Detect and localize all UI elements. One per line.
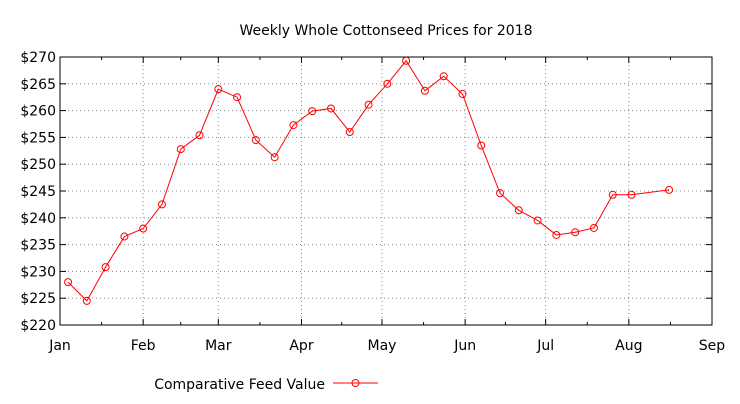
data-point xyxy=(496,189,505,198)
y-tick-label: $240 xyxy=(20,211,56,227)
data-point xyxy=(402,56,411,65)
data-point xyxy=(157,200,166,209)
y-tick-label: $250 xyxy=(20,157,56,173)
data-point xyxy=(627,190,636,199)
data-point xyxy=(176,145,185,154)
data-point xyxy=(514,206,523,215)
axes: $220 $225 $230 $235 $240 $245 $250 $255 $260 $265… xyxy=(20,50,725,354)
legend: Comparative Feed Value xyxy=(154,377,378,393)
plot-frame xyxy=(59,56,713,326)
data-point xyxy=(608,190,617,199)
data-point xyxy=(420,86,429,95)
y-tick-label: $255 xyxy=(20,130,56,146)
data-point xyxy=(383,79,392,88)
data-point xyxy=(270,153,279,162)
y-tick-label: $245 xyxy=(20,184,56,200)
y-tick-label: $270 xyxy=(20,50,56,66)
legend-label: Comparative Feed Value xyxy=(154,377,325,393)
data-point xyxy=(82,296,91,305)
y-tick-label: $235 xyxy=(20,238,56,254)
data-point xyxy=(326,104,335,113)
y-tick-label: $230 xyxy=(20,264,56,280)
data-point xyxy=(120,232,129,241)
x-tick-label: Apr xyxy=(289,338,313,354)
data-point xyxy=(289,121,298,130)
x-tick-label: Jul xyxy=(536,338,554,354)
data-point xyxy=(214,85,223,94)
x-tick-label: Jun xyxy=(453,338,476,354)
data-point xyxy=(64,278,73,287)
data-point xyxy=(665,185,674,194)
x-tick-label: Aug xyxy=(615,338,642,354)
x-tick-label: Sep xyxy=(699,338,726,354)
x-tick-label: May xyxy=(367,338,396,354)
y-tick-label: $260 xyxy=(20,104,56,120)
x-tick-label: Mar xyxy=(205,338,232,354)
data-point xyxy=(308,107,317,116)
data-point xyxy=(195,131,204,140)
series-line xyxy=(67,59,670,302)
data-point xyxy=(552,230,561,239)
x-tick-label: Jan xyxy=(48,338,71,354)
data-point xyxy=(139,224,148,233)
y-tick-label: $265 xyxy=(20,77,56,93)
y-tick-label: $225 xyxy=(20,291,56,307)
y-tick-label: $220 xyxy=(20,318,56,334)
data-point xyxy=(477,141,486,150)
data-point xyxy=(101,263,110,272)
data-point xyxy=(439,72,448,81)
grid xyxy=(60,57,712,325)
data-point xyxy=(251,136,260,145)
data-point xyxy=(533,216,542,225)
legend-marker xyxy=(351,379,360,387)
x-tick-label: Feb xyxy=(131,338,156,354)
data-point xyxy=(345,128,354,137)
data-point xyxy=(233,93,242,102)
chart-title: Weekly Whole Cottonseed Prices for 2018 xyxy=(239,23,532,39)
data-point xyxy=(458,89,467,98)
data-point xyxy=(364,100,373,109)
data-point xyxy=(571,228,580,237)
series-comparative-feed-value xyxy=(64,56,674,305)
data-point xyxy=(589,223,598,232)
